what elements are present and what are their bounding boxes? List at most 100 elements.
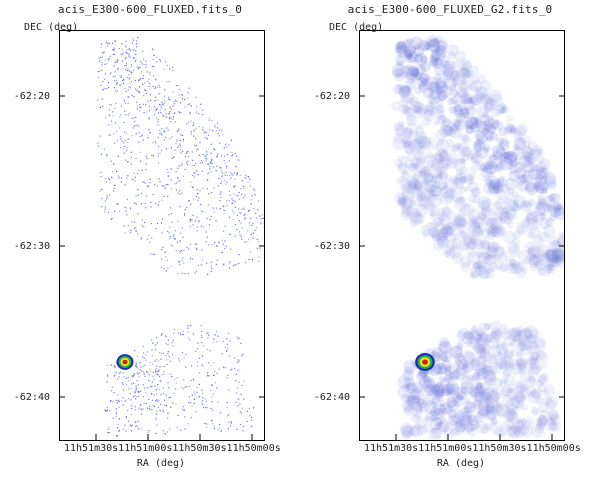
event-dot [193,176,196,178]
event-dot [147,100,149,102]
emission-blob [477,252,484,259]
emission-blob [438,341,452,354]
emission-blob [400,205,413,217]
emission-blob [406,396,420,410]
emission-blob [473,381,482,391]
event-dot [178,111,180,114]
emission-blob [480,229,491,240]
emission-blob [416,103,429,115]
emission-blob [445,248,456,260]
event-dot [202,127,204,129]
event-dot [155,367,157,369]
photon-events [97,36,264,437]
event-dot [127,377,129,379]
emission-blob [556,203,564,210]
emission-blob [428,38,436,47]
left-image-plot[interactable] [59,30,265,441]
event-dot [177,414,179,416]
emission-blob [485,394,499,409]
event-dot [167,267,169,269]
emission-blob [488,183,496,191]
right-x-tick-labels: 11h51m30s11h51m00s11h50m30s11h50m00s [364,443,581,454]
emission-blob [456,339,466,348]
emission-blob [429,96,444,111]
event-dot [138,110,140,112]
event-dot [142,75,145,77]
emission-blob [413,422,421,430]
event-dot [164,139,166,141]
emission-blob [430,427,442,439]
event-dot [222,205,224,207]
event-dot [143,371,145,373]
event-dot [101,61,103,63]
event-dot [190,243,192,245]
event-dot [207,162,209,165]
emission-blob [400,178,412,190]
event-dot [124,88,126,90]
event-dot [181,272,183,274]
emission-blob [467,174,475,181]
emission-blob [468,415,476,423]
event-dot [108,43,111,45]
emission-blob [527,245,541,259]
emission-blob [437,85,452,99]
event-dot [210,408,212,410]
event-dot [187,325,189,327]
emission-blob [487,180,501,194]
event-dot [137,213,139,215]
emission-blob [512,390,525,403]
emission-blob [407,52,419,63]
event-dot [194,272,196,274]
emission-blob [392,83,403,95]
emission-blob [436,138,445,147]
emission-blob [428,226,440,238]
emission-blob [471,151,484,164]
event-dot [114,80,116,82]
event-dot [246,420,248,423]
emission-blob [465,83,473,91]
emission-blob [475,87,482,94]
emission-blob [413,52,428,67]
event-dot [153,75,155,77]
event-dot [207,337,209,339]
emission-blob [487,364,498,375]
emission-blob [461,363,469,371]
event-dot [126,214,128,216]
emission-blob [472,118,482,128]
event-dot [211,384,213,387]
emission-blob [402,104,412,114]
event-dot [205,132,207,134]
event-dot [223,173,225,175]
event-dot [210,215,212,218]
emission-blob [441,54,450,64]
event-dot [226,377,228,379]
emission-blob [475,336,490,350]
event-dot [187,150,189,153]
event-dot [161,374,163,376]
emission-blob [453,392,464,403]
emission-blob [454,213,462,220]
event-dot [127,96,129,98]
event-dot [130,163,132,165]
emission-blob [438,375,447,383]
event-dot [234,178,236,180]
emission-blob [402,85,411,94]
event-dot [148,86,150,88]
event-dot [107,432,109,434]
emission-blob [440,350,453,363]
emission-blob [451,414,460,423]
event-dot [156,424,158,426]
right-image-plot[interactable] [359,30,565,441]
event-dot [212,130,214,132]
emission-blob [488,216,498,226]
event-dot [207,273,209,275]
emission-blob [432,143,439,150]
emission-blob [445,365,453,373]
emission-blob [464,120,474,130]
event-dot [116,435,118,437]
emission-blob [413,46,425,57]
event-dot [161,185,163,187]
event-dot [149,132,151,134]
event-dot [155,417,157,419]
emission-blob [438,407,448,417]
